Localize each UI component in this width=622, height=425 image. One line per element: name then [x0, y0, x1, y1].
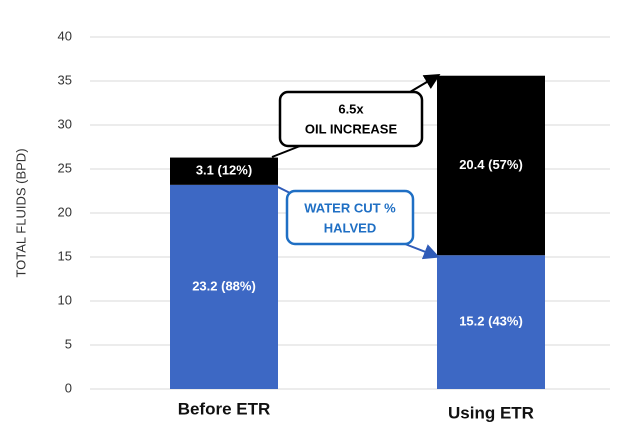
bars: 23.2 (88%) 3.1 (12%) Before ETR 15.2 (43%) 2… — [170, 75, 545, 422]
arrow — [409, 73, 441, 93]
arrow — [404, 243, 440, 260]
arrow — [271, 145, 301, 158]
value-label: 20.4 (57%) — [459, 157, 523, 172]
y-tick-label: 20 — [58, 204, 72, 219]
annotation-text: 6.5x — [338, 101, 364, 116]
bar-segment — [437, 75, 545, 256]
y-tick-label: 40 — [58, 28, 72, 43]
x-tick-label: Before ETR — [178, 399, 271, 418]
y-tick-label: 10 — [58, 292, 72, 307]
annotation-text: WATER CUT % — [304, 200, 396, 215]
bar-segment — [170, 157, 278, 185]
value-label: 15.2 (43%) — [459, 314, 523, 329]
y-tick-label: 30 — [58, 116, 72, 131]
y-tick-label: 5 — [65, 336, 72, 351]
y-tick-label: 15 — [58, 248, 72, 263]
bar-segment — [170, 184, 278, 389]
bar-segment — [437, 255, 545, 389]
annotation-box — [278, 90, 424, 148]
x-tick-label: Using ETR — [448, 403, 534, 422]
annotation-box — [285, 189, 415, 246]
y-tick-label: 0 — [65, 380, 72, 395]
y-tick-label: 25 — [58, 160, 72, 175]
value-label: 3.1 (12%) — [196, 163, 252, 178]
annotation-text: OIL INCREASE — [305, 121, 398, 136]
annotation-text: HALVED — [324, 220, 376, 235]
y-axis-label: TOTAL FLUIDS (BPD) — [13, 148, 28, 277]
value-label: 23.2 (88%) — [192, 278, 256, 293]
arrow — [277, 186, 291, 194]
y-tick-label: 35 — [58, 72, 72, 87]
